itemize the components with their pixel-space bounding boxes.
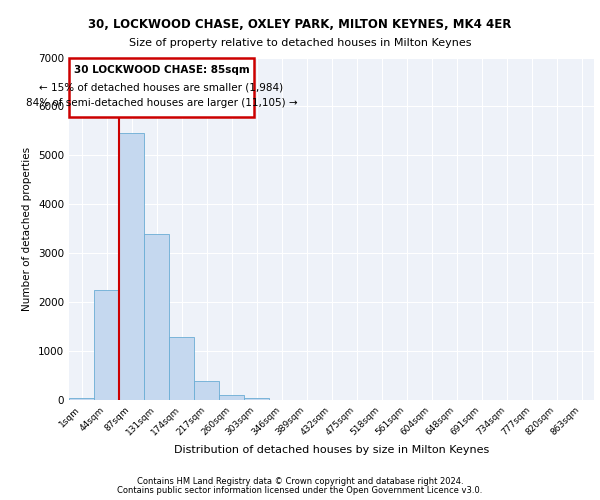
Bar [69, 398, 94, 400]
Text: Size of property relative to detached houses in Milton Keynes: Size of property relative to detached ho… [129, 38, 471, 48]
Text: 30 LOCKWOOD CHASE: 85sqm: 30 LOCKWOOD CHASE: 85sqm [74, 64, 250, 74]
Bar [94, 290, 119, 400]
Bar [244, 398, 269, 400]
Bar [194, 382, 219, 400]
X-axis label: Distribution of detached houses by size in Milton Keynes: Distribution of detached houses by size … [174, 446, 489, 456]
Text: 30, LOCKWOOD CHASE, OXLEY PARK, MILTON KEYNES, MK4 4ER: 30, LOCKWOOD CHASE, OXLEY PARK, MILTON K… [88, 18, 512, 30]
Y-axis label: Number of detached properties: Number of detached properties [22, 146, 32, 311]
Bar [169, 338, 194, 400]
Text: Contains HM Land Registry data © Crown copyright and database right 2024.: Contains HM Land Registry data © Crown c… [137, 477, 463, 486]
Text: ← 15% of detached houses are smaller (1,984): ← 15% of detached houses are smaller (1,… [40, 82, 284, 92]
Bar [119, 134, 144, 400]
FancyBboxPatch shape [69, 58, 254, 117]
Bar [219, 394, 244, 400]
Bar [144, 234, 169, 400]
Text: Contains public sector information licensed under the Open Government Licence v3: Contains public sector information licen… [118, 486, 482, 495]
Text: 84% of semi-detached houses are larger (11,105) →: 84% of semi-detached houses are larger (… [26, 98, 298, 108]
